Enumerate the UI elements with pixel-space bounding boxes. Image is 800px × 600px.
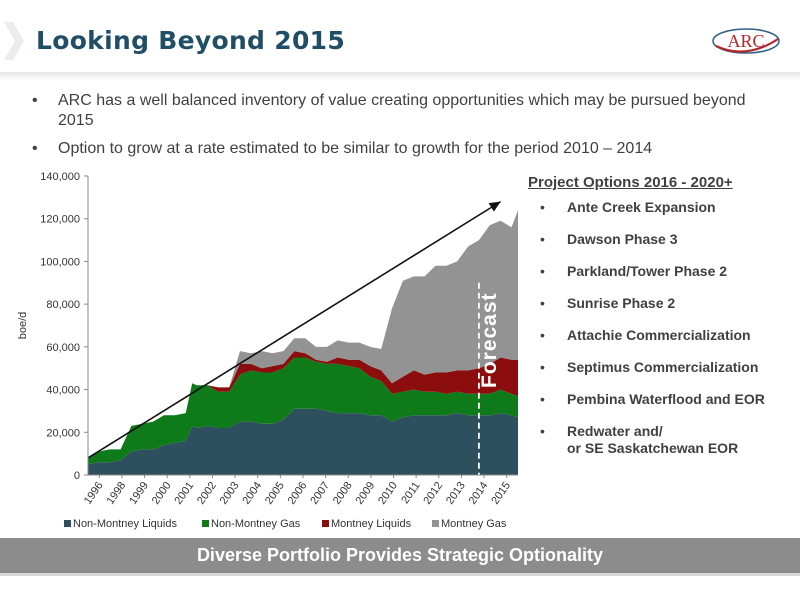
bullet-list: • ARC has a well balanced inventory of v… [32,91,752,167]
bullet-marker: • [32,92,38,109]
x-tick-label: 1998 [105,480,129,507]
option-item: • Ante Creek Expansion [528,199,798,216]
title-chevron-icon [4,22,24,60]
project-options-heading: Project Options 2016 - 2020+ [528,174,733,191]
bullet-item: • Option to grow at a rate estimated to … [32,139,752,159]
option-label: Ante Creek Expansion [567,199,716,215]
slide-title: Looking Beyond 2015 [36,26,346,55]
production-chart: 0 20,000 40,000 60,000 80,000 100,000 120,000 1… [17,171,518,530]
forecast-label: Forecast [478,292,501,388]
bullet-marker: • [540,231,545,247]
option-label: Attachie Commercialization [567,327,751,343]
series-area-montney-liquids [88,351,518,458]
option-label: Septimus Commercialization [567,359,759,375]
bullet-marker: • [32,140,38,157]
y-tick-label: 80,000 [46,299,80,311]
x-tick-label: 2014 [467,480,491,507]
y-tick-label: 100,000 [40,256,80,268]
legend-swatch [64,520,71,527]
x-tick-label: 2010 [376,480,400,507]
bullet-item: • ARC has a well balanced inventory of v… [32,91,752,131]
bullet-marker: • [540,423,545,439]
legend-label: Non-Montney Liquids [73,518,177,530]
trend-arrow-head [488,201,501,212]
y-tick-label: 140,000 [40,171,80,183]
option-item: • Attachie Commercialization [528,327,798,344]
project-options-list: • Ante Creek Expansion • Dawson Phase 3 • P… [528,199,798,457]
option-label: Redwater and/ or SE Saskatchewan EOR [567,423,739,456]
option-label: Dawson Phase 3 [567,231,678,247]
bullet-marker: • [540,199,545,215]
bullet-text: Option to grow at a rate estimated to be… [58,140,653,157]
option-item: • Parkland/Tower Phase 2 [528,263,798,280]
bullet-marker: • [540,263,545,279]
x-tick-label: 2002 [195,480,219,507]
x-tick-label: 2007 [308,480,332,507]
x-tick-label: 2011 [399,480,422,506]
arc-logo: ARC [712,28,780,54]
option-item: • Sunrise Phase 2 [528,295,798,312]
x-tick-label: 2004 [240,480,264,507]
legend-swatch [322,520,329,527]
x-tick-label: 2015 [489,480,513,507]
y-tick-label: 120,000 [40,214,80,226]
option-item: • Redwater and/ or SE Saskatchewan EOR [528,423,798,457]
y-tick-label: 60,000 [46,342,80,354]
x-tick-label: 2013 [444,480,468,507]
x-tick-label: 2000 [150,480,174,507]
series-area-montney-gas [88,210,518,458]
option-item: • Pembina Waterflood and EOR [528,391,798,408]
bullet-marker: • [540,327,545,343]
legend-swatch [432,520,439,527]
option-label: Pembina Waterflood and EOR [567,391,765,407]
project-options-panel: Project Options 2016 - 2020+ • Ante Creek… [528,174,798,472]
x-tick-label: 2006 [286,480,310,507]
x-tick-label: 2009 [353,480,377,507]
legend-label: Montney Gas [441,518,507,530]
x-tick-label: 2005 [263,480,287,507]
legend-label: Non-Montney Gas [211,518,301,530]
y-tick-label: 40,000 [46,385,80,397]
series-area-non-montney-liquids [88,408,518,475]
trend-arrow-line [87,200,502,459]
option-label: Parkland/Tower Phase 2 [567,263,728,279]
bullet-marker: • [540,359,545,375]
option-label: Sunrise Phase 2 [567,295,676,311]
x-tick-label: 1996 [82,480,106,507]
x-tick-label: 2003 [218,480,242,507]
series-area-non-montney-gas [88,357,518,465]
x-tick-label: 2012 [421,480,445,507]
x-tick-label: 2008 [331,480,355,507]
bullet-marker: • [540,391,545,407]
option-item: • Dawson Phase 3 [528,231,798,248]
footer-shadow [0,573,800,576]
logo-text: ARC [727,31,764,51]
y-tick-label: 0 [74,470,80,482]
y-tick-label: 20,000 [46,427,80,439]
x-tick-label: 2001 [172,480,196,507]
bullet-text: ARC has a well balanced inventory of val… [58,92,746,129]
legend-label: Montney Liquids [331,518,412,530]
legend-swatch [202,520,209,527]
y-axis-label: boe/d [17,312,29,340]
title-divider [0,72,800,80]
bullet-marker: • [540,295,545,311]
option-item: • Septimus Commercialization [528,359,798,376]
footer-banner: Diverse Portfolio Provides Strategic Opt… [0,538,800,573]
x-tick-label: 1999 [127,480,151,507]
